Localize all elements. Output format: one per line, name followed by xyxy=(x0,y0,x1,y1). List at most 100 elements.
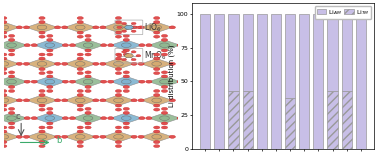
Circle shape xyxy=(153,35,160,38)
Circle shape xyxy=(16,99,23,102)
Circle shape xyxy=(8,111,15,114)
Polygon shape xyxy=(0,131,19,142)
Circle shape xyxy=(8,90,15,92)
Circle shape xyxy=(77,21,84,24)
Circle shape xyxy=(85,49,91,52)
Circle shape xyxy=(75,62,85,66)
Polygon shape xyxy=(0,76,27,87)
Circle shape xyxy=(123,53,129,56)
Circle shape xyxy=(1,130,7,133)
Circle shape xyxy=(39,17,45,19)
Circle shape xyxy=(153,141,160,143)
Circle shape xyxy=(115,35,122,38)
Circle shape xyxy=(1,53,7,56)
Circle shape xyxy=(8,75,15,78)
Circle shape xyxy=(77,126,84,129)
Circle shape xyxy=(123,126,129,129)
Circle shape xyxy=(146,80,152,83)
Bar xyxy=(243,14,253,91)
Circle shape xyxy=(77,31,84,34)
Circle shape xyxy=(62,135,68,138)
Circle shape xyxy=(101,117,107,120)
Polygon shape xyxy=(0,95,19,106)
Circle shape xyxy=(85,71,91,74)
Circle shape xyxy=(16,135,23,138)
Circle shape xyxy=(16,62,23,65)
Polygon shape xyxy=(141,59,172,69)
Circle shape xyxy=(122,59,127,61)
Circle shape xyxy=(62,26,68,29)
Circle shape xyxy=(136,26,141,28)
Circle shape xyxy=(115,126,122,129)
Circle shape xyxy=(123,90,129,92)
Circle shape xyxy=(153,57,160,60)
Bar xyxy=(200,14,210,149)
Circle shape xyxy=(138,99,144,102)
Circle shape xyxy=(123,122,129,125)
Circle shape xyxy=(100,62,106,65)
Circle shape xyxy=(121,43,131,47)
Polygon shape xyxy=(103,131,134,142)
Text: MnO$_6$: MnO$_6$ xyxy=(144,50,166,62)
Circle shape xyxy=(31,44,37,47)
Circle shape xyxy=(152,25,161,30)
Circle shape xyxy=(114,98,123,103)
Circle shape xyxy=(85,75,91,78)
Circle shape xyxy=(1,72,7,75)
Circle shape xyxy=(169,99,175,102)
Circle shape xyxy=(121,79,131,84)
Circle shape xyxy=(23,135,29,138)
Polygon shape xyxy=(111,76,142,87)
Circle shape xyxy=(115,53,122,56)
Circle shape xyxy=(131,135,137,138)
Polygon shape xyxy=(65,59,96,69)
Circle shape xyxy=(177,44,183,47)
Circle shape xyxy=(177,117,183,120)
Legend: Li$_{AM}$, Li$_{TM}$: Li$_{AM}$, Li$_{TM}$ xyxy=(315,6,371,19)
Circle shape xyxy=(115,130,122,133)
Circle shape xyxy=(24,44,30,47)
Polygon shape xyxy=(0,40,27,50)
Polygon shape xyxy=(111,40,142,50)
Circle shape xyxy=(115,145,122,148)
Circle shape xyxy=(115,72,122,75)
Circle shape xyxy=(8,49,15,52)
Circle shape xyxy=(54,26,61,29)
Polygon shape xyxy=(65,131,96,142)
Circle shape xyxy=(45,79,55,84)
Circle shape xyxy=(45,43,55,47)
Circle shape xyxy=(47,90,53,92)
Circle shape xyxy=(85,122,91,125)
Circle shape xyxy=(1,31,7,34)
Circle shape xyxy=(85,111,91,114)
Circle shape xyxy=(146,44,152,47)
Circle shape xyxy=(47,71,53,74)
Circle shape xyxy=(54,135,61,138)
Circle shape xyxy=(153,126,160,129)
Circle shape xyxy=(39,35,45,38)
Circle shape xyxy=(131,51,136,53)
Circle shape xyxy=(77,72,84,75)
Polygon shape xyxy=(26,59,57,69)
Circle shape xyxy=(77,145,84,148)
Circle shape xyxy=(169,26,175,29)
Circle shape xyxy=(77,108,84,111)
Y-axis label: Li distribution (%): Li distribution (%) xyxy=(168,45,175,107)
Circle shape xyxy=(153,90,160,92)
Polygon shape xyxy=(103,22,134,33)
Circle shape xyxy=(153,53,160,56)
Circle shape xyxy=(39,72,45,75)
Circle shape xyxy=(100,99,106,102)
Circle shape xyxy=(1,94,7,97)
Circle shape xyxy=(77,17,84,19)
Circle shape xyxy=(47,38,53,41)
Circle shape xyxy=(123,75,129,78)
Circle shape xyxy=(39,94,45,97)
Circle shape xyxy=(1,104,7,107)
Circle shape xyxy=(1,35,7,38)
Circle shape xyxy=(62,44,68,47)
Polygon shape xyxy=(65,22,96,33)
Circle shape xyxy=(117,55,122,57)
Circle shape xyxy=(123,49,129,52)
Circle shape xyxy=(23,26,29,29)
